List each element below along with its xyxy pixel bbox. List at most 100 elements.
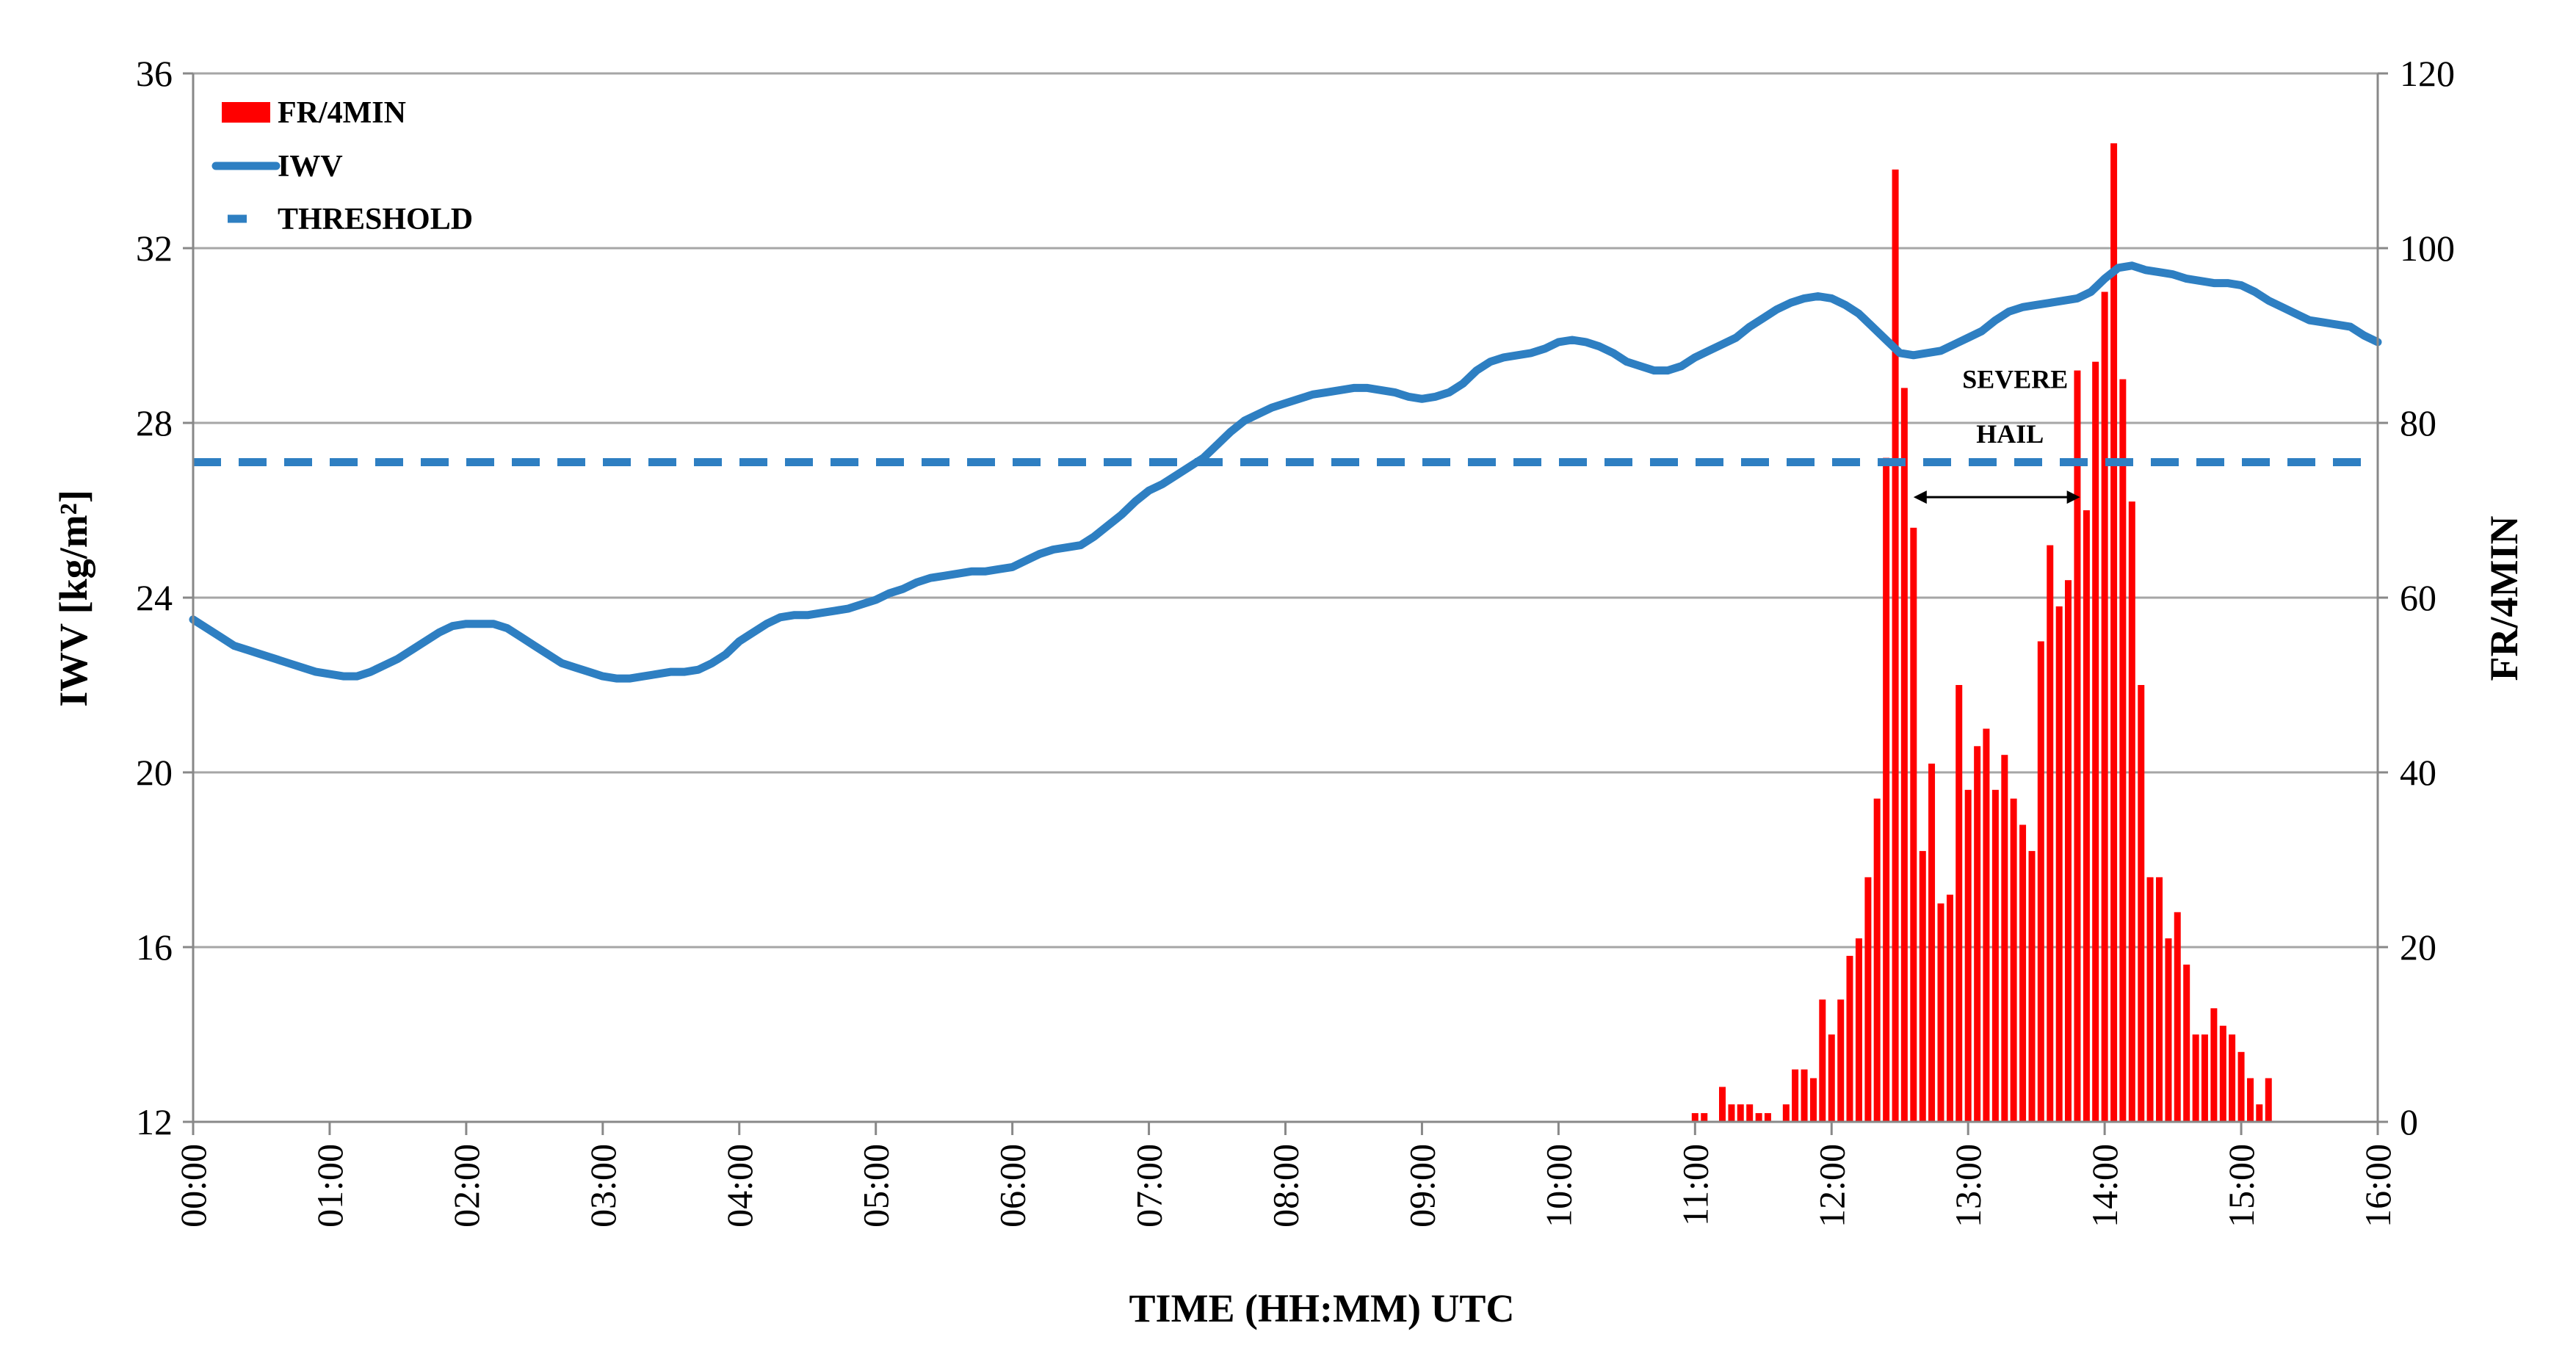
- flash-rate-bar: [1974, 746, 1981, 1122]
- flash-rate-bar: [1955, 685, 1963, 1122]
- flash-rate-bar: [2201, 1034, 2208, 1122]
- flash-rate-bar: [2064, 580, 2072, 1122]
- x-tick-label: 10:00: [1538, 1144, 1579, 1228]
- flash-rate-bar: [2247, 1078, 2254, 1122]
- flash-rate-bar: [2265, 1078, 2272, 1122]
- flash-rate-bar: [2001, 755, 2008, 1122]
- flash-rate-bar: [2146, 877, 2154, 1122]
- flash-rate-bar: [1819, 999, 1826, 1122]
- left-tick-label: 28: [136, 402, 173, 443]
- left-tick-label: 36: [136, 53, 173, 94]
- flash-rate-bar: [1828, 1034, 1835, 1122]
- flash-rate-bar: [2128, 501, 2135, 1122]
- flash-rate-bar: [2055, 606, 2063, 1122]
- flash-rate-bar: [1864, 877, 1872, 1122]
- flash-rate-bar: [2019, 825, 2027, 1122]
- flash-rate-bar: [1964, 789, 1972, 1122]
- flash-rate-bar: [1991, 789, 1999, 1122]
- flash-rate-bar: [1737, 1104, 1744, 1122]
- right-tick-label: 120: [2400, 53, 2455, 94]
- left-tick-label: 20: [136, 752, 173, 793]
- flash-rate-bar: [1782, 1104, 1790, 1122]
- flash-rate-bar: [1764, 1113, 1771, 1122]
- right-tick-label: 40: [2400, 752, 2436, 793]
- flash-rate-bar: [1801, 1069, 1808, 1122]
- annotation-arrowhead-left: [1913, 490, 1927, 504]
- flash-rate-bar: [1855, 938, 1862, 1122]
- severe-hail-annotation: SEVERE HAIL: [1913, 364, 2080, 504]
- tick-labels: 12 16 20 24 28 32 36 0 20 40 60 80 100 120 00:00 01:00 0…: [136, 53, 2455, 1228]
- flash-rate-bar: [1728, 1104, 1735, 1122]
- flash-rate-bar: [2083, 510, 2090, 1122]
- annotation-severe: SEVERE: [1962, 364, 2068, 394]
- flash-rate-bar: [2156, 877, 2163, 1122]
- right-tick-label: 20: [2400, 927, 2436, 968]
- left-tick-label: 12: [136, 1101, 173, 1142]
- right-tick-label: 0: [2400, 1101, 2418, 1142]
- flash-rate-bar: [2028, 851, 2036, 1122]
- flash-rate-bar: [2165, 938, 2172, 1122]
- left-tick-label: 16: [136, 927, 173, 968]
- flash-rate-bar: [2183, 964, 2190, 1122]
- x-tick-label: 13:00: [1947, 1144, 1989, 1228]
- flash-rate-bars: [1691, 143, 2272, 1123]
- right-y-axis-title: FR/4MIN: [2482, 516, 2526, 681]
- x-tick-label: 05:00: [855, 1144, 897, 1228]
- x-tick-label: 07:00: [1129, 1144, 1170, 1228]
- flash-rate-bar: [2037, 641, 2044, 1122]
- flash-rate-bar: [2237, 1051, 2245, 1122]
- x-tick-label: 06:00: [992, 1144, 1033, 1228]
- flash-rate-bar: [2010, 798, 2017, 1122]
- flash-rate-bar: [2074, 370, 2081, 1123]
- x-tick-label: 08:00: [1265, 1144, 1306, 1228]
- legend-label: FR/4MIN: [278, 96, 406, 130]
- flash-rate-bar: [1900, 388, 1908, 1122]
- flash-rate-bar: [1946, 894, 1953, 1122]
- flash-rate-bar: [1837, 999, 1845, 1122]
- flash-rate-bar: [2219, 1026, 2226, 1122]
- flash-rate-bar: [2047, 545, 2054, 1122]
- flash-rate-bar: [2119, 379, 2127, 1122]
- flash-rate-bar: [1701, 1113, 1708, 1122]
- annotation-hail: HAIL: [1976, 419, 2044, 449]
- flash-rate-bar: [1792, 1069, 1799, 1122]
- flash-rate-bar: [2110, 143, 2118, 1123]
- left-y-axis-title: IWV [kg/m²]: [51, 490, 95, 707]
- flash-rate-bar: [1892, 169, 1899, 1122]
- x-tick-label: 04:00: [719, 1144, 760, 1228]
- x-tick-label: 00:00: [173, 1144, 214, 1228]
- flash-rate-bar: [2192, 1034, 2199, 1122]
- flash-rate-bar: [1719, 1087, 1726, 1122]
- right-tick-label: 100: [2400, 228, 2455, 269]
- flash-rate-bar: [1810, 1078, 1817, 1122]
- x-tick-label: 02:00: [446, 1144, 487, 1228]
- x-tick-label: 15:00: [2221, 1144, 2262, 1228]
- flash-rate-bar: [1755, 1113, 1762, 1122]
- left-tick-label: 24: [136, 577, 173, 618]
- flash-rate-bar: [1910, 527, 1917, 1122]
- legend: FR/4MIN IWV THRESHOLD: [211, 96, 473, 236]
- x-axis-title: TIME (HH:MM) UTC: [1129, 1286, 1515, 1330]
- legend-label: IWV: [278, 150, 343, 184]
- flash-rate-bar: [1873, 798, 1881, 1122]
- flash-rate-bar: [2138, 685, 2145, 1122]
- flash-rate-bar: [2101, 291, 2108, 1122]
- annotation-arrowhead-right: [2066, 490, 2080, 504]
- flash-rate-bar: [2210, 1008, 2218, 1122]
- flash-rate-bar: [1928, 764, 1936, 1122]
- x-tick-label: 14:00: [2084, 1144, 2125, 1228]
- iwv-series-line: [189, 261, 2382, 683]
- x-tick-label: 03:00: [582, 1144, 623, 1228]
- left-tick-label: 32: [136, 228, 173, 269]
- flash-rate-bar: [1691, 1113, 1698, 1122]
- right-tick-label: 60: [2400, 577, 2436, 618]
- legend-swatch-bar: [222, 102, 270, 123]
- flash-rate-bar: [1883, 457, 1890, 1122]
- x-tick-label: 11:00: [1674, 1144, 1715, 1226]
- flash-rate-bar: [1919, 851, 1926, 1122]
- legend-label: THRESHOLD: [278, 203, 473, 236]
- flash-rate-bar: [1846, 955, 1853, 1122]
- flash-rate-bar: [2229, 1034, 2236, 1122]
